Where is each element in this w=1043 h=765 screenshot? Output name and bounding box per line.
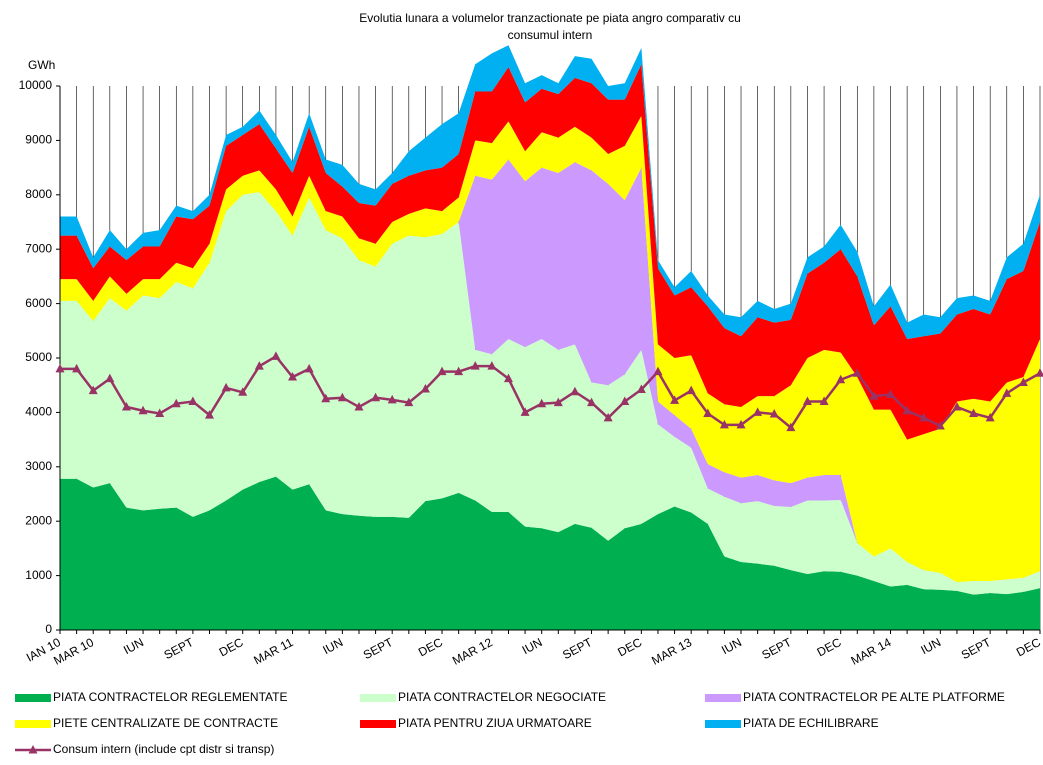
x-tick-label: IUN: [918, 635, 943, 657]
legend-swatch: [15, 694, 51, 702]
x-tick-label: IUN: [719, 635, 744, 657]
legend-swatch: [360, 720, 396, 728]
x-tick-label: MAR 12: [450, 635, 495, 668]
y-tick-label: 4000: [25, 405, 52, 419]
legend-swatch: [15, 720, 51, 728]
legend-swatch: [360, 694, 396, 702]
x-tick-label: DEC: [615, 635, 644, 659]
y-tick-label: 1000: [25, 568, 52, 582]
legend-label: PIATA DE ECHILIBRARE: [743, 716, 879, 730]
y-tick-label: 3000: [25, 459, 52, 473]
x-tick-label: SEPT: [361, 635, 396, 662]
x-tick-label: SEPT: [162, 635, 197, 662]
legend-label: PIATA CONTRACTELOR PE ALTE PLATFORME: [743, 690, 1005, 704]
x-tick-label: IUN: [320, 635, 345, 657]
legend-swatch: [705, 720, 741, 728]
y-tick-label: 0: [45, 622, 52, 636]
x-tick-label: IUN: [121, 635, 146, 657]
chart-title: Evolutia lunara a volumelor tranzactiona…: [359, 11, 741, 25]
legend-label: PIATA PENTRU ZIUA URMATOARE: [398, 716, 592, 730]
legend-swatch: [705, 694, 741, 702]
x-tick-label: DEC: [416, 635, 445, 659]
legend-label: PIATA CONTRACTELOR NEGOCIATE: [398, 690, 606, 704]
x-tick-label: DEC: [217, 635, 246, 659]
x-tick-label: IUN: [520, 635, 545, 657]
y-tick-label: 7000: [25, 241, 52, 255]
x-tick-label: SEPT: [759, 635, 794, 662]
y-tick-label: 9000: [25, 133, 52, 147]
y-tick-label: 5000: [25, 350, 52, 364]
x-tick-label: MAR 14: [849, 635, 894, 668]
chart-title: consumul intern: [508, 28, 593, 42]
x-tick-label: MAR 13: [649, 635, 694, 668]
x-tick-label: DEC: [815, 635, 844, 659]
legend-label: Consum intern (include cpt distr si tran…: [53, 742, 274, 756]
x-tick-label: MAR 11: [251, 635, 295, 667]
x-tick-label: SEPT: [959, 635, 994, 662]
legend-label: PIATA CONTRACTELOR REGLEMENTATE: [53, 690, 287, 704]
y-tick-label: 10000: [19, 78, 53, 92]
y-axis-label: GWh: [28, 58, 55, 72]
y-tick-label: 8000: [25, 187, 52, 201]
legend-label: PIETE CENTRALIZATE DE CONTRACTE: [53, 716, 278, 730]
y-tick-label: 2000: [25, 513, 52, 527]
y-tick-label: 6000: [25, 296, 52, 310]
x-tick-label: SEPT: [560, 635, 595, 662]
x-tick-label: DEC: [1014, 635, 1043, 659]
